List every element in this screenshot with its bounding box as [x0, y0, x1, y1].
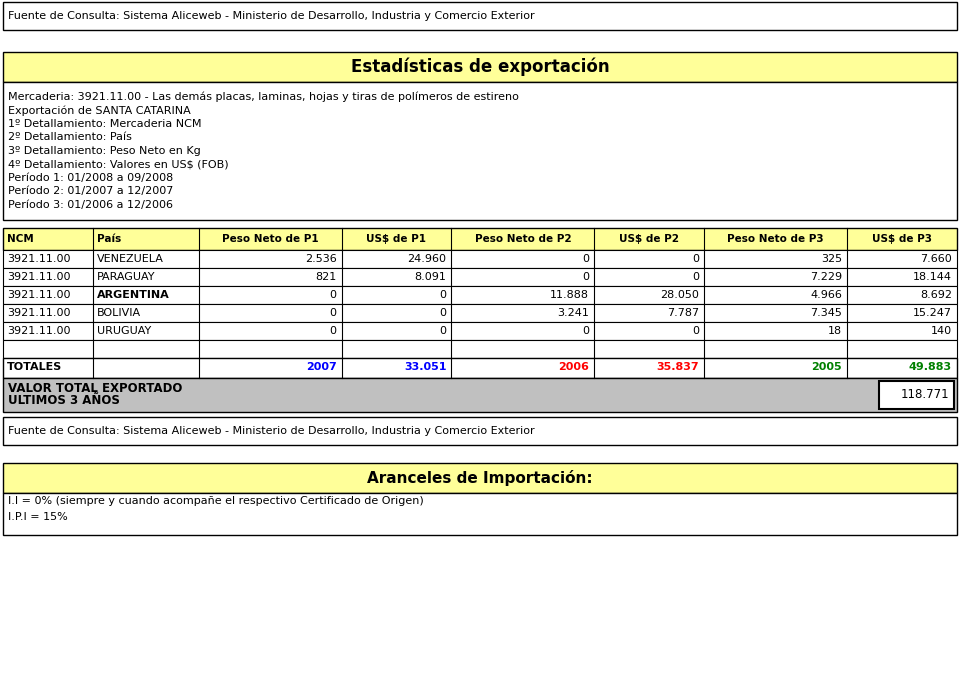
Text: 0: 0 — [329, 307, 337, 318]
Text: 7.787: 7.787 — [667, 307, 699, 318]
Bar — [3, 286, 957, 303]
Text: ARGENTINA: ARGENTINA — [97, 290, 170, 299]
Text: 0: 0 — [692, 253, 699, 263]
Bar — [3, 462, 957, 492]
Bar — [3, 82, 957, 219]
Text: 140: 140 — [931, 326, 952, 336]
Text: País: País — [97, 234, 121, 244]
Text: 821: 821 — [315, 271, 337, 282]
Text: 35.837: 35.837 — [657, 362, 699, 372]
Text: PARAGUAY: PARAGUAY — [97, 271, 156, 282]
Text: ULTIMOS 3 AÑOS: ULTIMOS 3 AÑOS — [8, 394, 120, 407]
Text: VALOR TOTAL EXPORTADO: VALOR TOTAL EXPORTADO — [8, 382, 182, 395]
Text: 325: 325 — [821, 253, 842, 263]
Bar — [3, 227, 957, 250]
Bar — [3, 52, 957, 82]
Text: 8.692: 8.692 — [920, 290, 952, 299]
Text: Fuente de Consulta: Sistema Aliceweb - Ministerio de Desarrollo, Industria y Com: Fuente de Consulta: Sistema Aliceweb - M… — [8, 426, 535, 435]
Text: 0: 0 — [583, 253, 589, 263]
Text: 4.966: 4.966 — [810, 290, 842, 299]
Text: 7.229: 7.229 — [810, 271, 842, 282]
Text: 3921.11.00: 3921.11.00 — [7, 290, 70, 299]
Text: 0: 0 — [440, 326, 446, 336]
Text: Período 3: 01/2006 a 12/2006: Período 3: 01/2006 a 12/2006 — [8, 200, 173, 210]
Text: Peso Neto de P2: Peso Neto de P2 — [474, 234, 571, 244]
Bar — [3, 267, 957, 286]
Text: Peso Neto de P3: Peso Neto de P3 — [728, 234, 824, 244]
Text: Estadísticas de exportación: Estadísticas de exportación — [350, 58, 610, 77]
Text: US$ de P2: US$ de P2 — [619, 234, 680, 244]
Text: 3921.11.00: 3921.11.00 — [7, 326, 70, 336]
Text: 4º Detallamiento: Valores en US$ (FOB): 4º Detallamiento: Valores en US$ (FOB) — [8, 159, 228, 169]
Text: Fuente de Consulta: Sistema Aliceweb - Ministerio de Desarrollo, Industria y Com: Fuente de Consulta: Sistema Aliceweb - M… — [8, 11, 535, 21]
Bar — [3, 322, 957, 339]
Bar — [879, 380, 954, 408]
Bar — [3, 378, 957, 412]
Text: 118.771: 118.771 — [900, 388, 949, 401]
Text: 24.960: 24.960 — [407, 253, 446, 263]
Text: 18.144: 18.144 — [913, 271, 952, 282]
Text: US$ de P1: US$ de P1 — [367, 234, 426, 244]
Text: Período 1: 01/2008 a 09/2008: Período 1: 01/2008 a 09/2008 — [8, 173, 173, 183]
Bar — [3, 303, 957, 322]
Text: 11.888: 11.888 — [550, 290, 589, 299]
Text: 15.247: 15.247 — [913, 307, 952, 318]
Text: VENEZUELA: VENEZUELA — [97, 253, 164, 263]
Text: Aranceles de Importación:: Aranceles de Importación: — [367, 470, 593, 485]
Text: 0: 0 — [692, 271, 699, 282]
Text: 28.050: 28.050 — [660, 290, 699, 299]
Text: 3921.11.00: 3921.11.00 — [7, 271, 70, 282]
Bar — [3, 416, 957, 445]
Text: 0: 0 — [329, 326, 337, 336]
Text: 2007: 2007 — [306, 362, 337, 372]
Text: 18: 18 — [828, 326, 842, 336]
Text: 8.091: 8.091 — [415, 271, 446, 282]
Text: 49.883: 49.883 — [909, 362, 952, 372]
Text: 0: 0 — [440, 307, 446, 318]
Text: 1º Detallamiento: Mercaderia NCM: 1º Detallamiento: Mercaderia NCM — [8, 118, 202, 129]
Text: US$ de P3: US$ de P3 — [872, 234, 932, 244]
Text: 3.241: 3.241 — [558, 307, 589, 318]
Text: 33.051: 33.051 — [404, 362, 446, 372]
Text: 7.660: 7.660 — [921, 253, 952, 263]
Text: TOTALES: TOTALES — [7, 362, 62, 372]
Text: 7.345: 7.345 — [810, 307, 842, 318]
Text: URUGUAY: URUGUAY — [97, 326, 152, 336]
Text: 0: 0 — [329, 290, 337, 299]
Text: 3921.11.00: 3921.11.00 — [7, 253, 70, 263]
Text: 2005: 2005 — [811, 362, 842, 372]
Bar — [3, 339, 957, 357]
Text: NCM: NCM — [7, 234, 34, 244]
Bar — [3, 357, 957, 378]
Text: 2.536: 2.536 — [304, 253, 337, 263]
Text: Período 2: 01/2007 a 12/2007: Período 2: 01/2007 a 12/2007 — [8, 186, 174, 196]
Text: Mercaderia: 3921.11.00 - Las demás placas, laminas, hojas y tiras de polímeros d: Mercaderia: 3921.11.00 - Las demás placa… — [8, 91, 518, 102]
Text: 3921.11.00: 3921.11.00 — [7, 307, 70, 318]
Bar — [3, 250, 957, 267]
Text: I.P.I = 15%: I.P.I = 15% — [8, 512, 68, 523]
Text: BOLIVIA: BOLIVIA — [97, 307, 141, 318]
Text: 2º Detallamiento: País: 2º Detallamiento: País — [8, 132, 132, 142]
Text: 3º Detallamiento: Peso Neto en Kg: 3º Detallamiento: Peso Neto en Kg — [8, 146, 201, 156]
Text: Exportación de SANTA CATARINA: Exportación de SANTA CATARINA — [8, 105, 191, 116]
Text: 0: 0 — [692, 326, 699, 336]
Text: 0: 0 — [583, 271, 589, 282]
Text: Peso Neto de P1: Peso Neto de P1 — [222, 234, 319, 244]
Text: 2006: 2006 — [559, 362, 589, 372]
Text: 0: 0 — [583, 326, 589, 336]
Bar — [3, 492, 957, 535]
Bar — [3, 2, 957, 30]
Text: 0: 0 — [440, 290, 446, 299]
Text: I.I = 0% (siempre y cuando acompañe el respectivo Certificado de Origen): I.I = 0% (siempre y cuando acompañe el r… — [8, 496, 423, 506]
